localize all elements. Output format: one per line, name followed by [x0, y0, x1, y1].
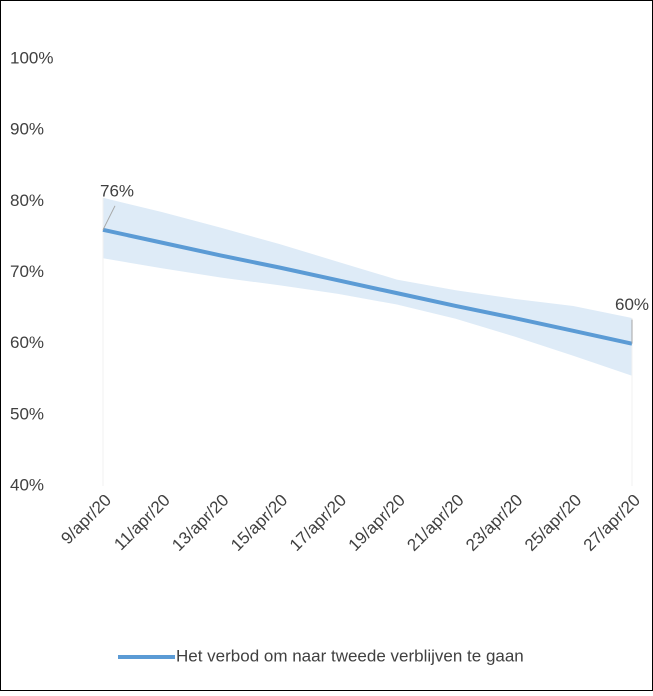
data-line	[102, 227, 633, 346]
y-tick-label: 80%	[10, 191, 44, 210]
y-tick-label: 100%	[10, 48, 53, 67]
y-tick-label: 50%	[10, 404, 44, 423]
y-tick-label: 70%	[10, 262, 44, 281]
y-tick-label: 40%	[10, 475, 44, 494]
data-label: 76%	[100, 181, 134, 200]
data-label: 60%	[615, 295, 649, 314]
legend-label: Het verbod om naar tweede verblijven te …	[176, 646, 524, 665]
label-leader	[102, 205, 116, 231]
y-tick-label: 90%	[10, 120, 44, 139]
y-tick-label: 60%	[10, 333, 44, 352]
